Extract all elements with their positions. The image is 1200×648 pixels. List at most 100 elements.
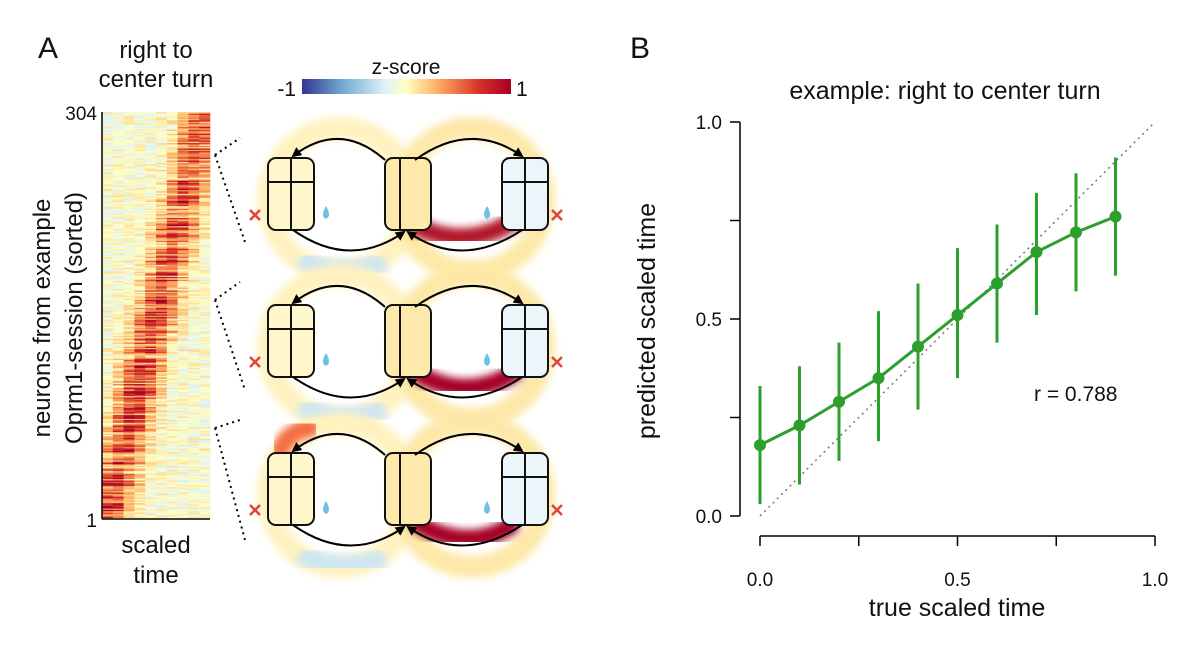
heatmap-cell xyxy=(134,315,146,318)
heatmap-cell xyxy=(102,516,114,518)
heatmap-cell xyxy=(123,310,135,312)
heatmap-cell xyxy=(123,169,135,172)
heatmap-cell xyxy=(156,484,168,486)
heatmap-cell xyxy=(177,492,189,494)
heatmap-cell xyxy=(188,322,200,324)
heatmap-cell xyxy=(123,381,135,383)
heatmap-cell xyxy=(166,224,178,227)
heatmap-cell xyxy=(102,304,114,307)
heatmap-cell xyxy=(102,124,114,126)
heatmap-cell xyxy=(145,130,157,133)
heatmap-cell xyxy=(123,306,135,308)
scaled-time-plot: 0.0 0.5 1.00.00.51.0 xyxy=(696,113,1169,591)
heatmap-cell xyxy=(177,278,189,280)
activity-track-hot xyxy=(271,419,319,459)
heatmap-cell xyxy=(199,496,211,498)
heatmap-cell xyxy=(166,300,178,303)
heatmap-cell xyxy=(166,370,178,373)
heatmap-cell xyxy=(102,480,114,482)
heatmap-cell xyxy=(145,300,157,303)
heatmap-cell xyxy=(166,335,178,338)
heatmap-cell xyxy=(156,371,168,374)
heatmap-cell xyxy=(134,421,146,423)
heatmap-cell xyxy=(177,153,189,156)
heatmap-cell xyxy=(156,316,168,319)
heatmap-cell xyxy=(112,259,124,261)
heatmap-cell xyxy=(134,437,146,439)
heatmap-cell xyxy=(177,133,189,136)
heatmap-cell xyxy=(134,207,146,209)
heatmap-cell xyxy=(156,241,168,244)
heatmap-cell xyxy=(166,176,178,178)
heatmap-cell xyxy=(102,339,114,342)
heatmap-cell xyxy=(134,296,146,299)
heatmap-cell xyxy=(112,129,124,132)
heatmap-cell xyxy=(177,170,189,173)
heatmap-cell xyxy=(156,296,168,299)
heatmap-cell xyxy=(134,371,146,374)
heatmap-cell xyxy=(199,212,211,215)
heatmap-cell xyxy=(123,181,135,184)
heatmap-cell xyxy=(134,255,146,257)
heatmap-cell xyxy=(199,363,211,366)
heatmap-cell xyxy=(112,211,124,213)
heatmap-cell xyxy=(188,497,200,500)
heatmap-cell xyxy=(123,418,135,421)
heatmap-cell xyxy=(188,165,200,168)
heatmap-cell xyxy=(112,306,124,308)
heatmap-cell xyxy=(188,279,200,281)
heatmap-cell xyxy=(112,386,124,389)
heatmap-cell xyxy=(123,290,135,292)
heatmap-cell xyxy=(166,260,178,263)
heatmap-cell xyxy=(188,209,200,212)
heatmap-cell xyxy=(145,319,157,322)
heatmap-cell xyxy=(102,267,114,269)
heatmap-cell xyxy=(123,405,135,407)
heatmap-cell xyxy=(112,438,124,441)
heatmap-cell xyxy=(199,237,211,240)
heatmap-cell xyxy=(177,350,189,352)
heatmap-cell xyxy=(123,338,135,340)
heatmap-cell xyxy=(145,379,157,382)
heatmap-cell xyxy=(102,445,114,448)
heatmap-cell xyxy=(188,316,200,319)
heatmap-cell xyxy=(199,379,211,382)
heatmap-cell xyxy=(112,125,124,128)
heatmap-cell xyxy=(156,370,168,373)
heatmap-cell xyxy=(145,245,157,248)
heatmap-cell xyxy=(102,225,114,228)
heatmap-cell xyxy=(188,458,200,461)
heatmap-cell xyxy=(102,235,114,237)
heatmap-cell xyxy=(123,481,135,484)
heatmap-cell xyxy=(102,473,114,476)
heatmap-cell xyxy=(145,233,157,236)
heatmap-cell xyxy=(166,169,178,172)
heatmap-cell xyxy=(156,306,168,308)
heatmap-cell xyxy=(134,168,146,170)
heatmap-cell xyxy=(166,184,178,186)
correlation-label: r = 0.788 xyxy=(1034,383,1117,406)
heatmap-cell xyxy=(166,185,178,188)
heatmap-cell xyxy=(112,354,124,356)
heatmap-cell xyxy=(199,446,211,449)
heatmap-cell xyxy=(177,300,189,303)
heatmap-cell xyxy=(156,489,168,492)
heatmap-cell xyxy=(134,514,146,517)
heatmap-cell xyxy=(188,506,200,509)
heatmap-cell xyxy=(199,466,211,469)
heatmap-cell xyxy=(166,283,178,286)
heatmap-cell xyxy=(166,152,178,154)
heatmap-cell xyxy=(188,132,200,134)
heatmap-cell xyxy=(123,275,135,277)
heatmap-cell xyxy=(177,334,189,336)
heatmap-cell xyxy=(188,489,200,492)
arrow-center-to-right xyxy=(414,138,524,161)
heatmap-cell xyxy=(123,130,135,133)
heatmap-cell xyxy=(145,346,157,348)
heatmap-cell xyxy=(112,351,124,354)
heatmap-cell xyxy=(134,181,146,184)
heatmap-cell xyxy=(145,344,157,347)
heatmap-cell xyxy=(145,190,157,193)
heatmap-cell xyxy=(145,207,157,209)
heatmap-cell xyxy=(199,156,211,158)
